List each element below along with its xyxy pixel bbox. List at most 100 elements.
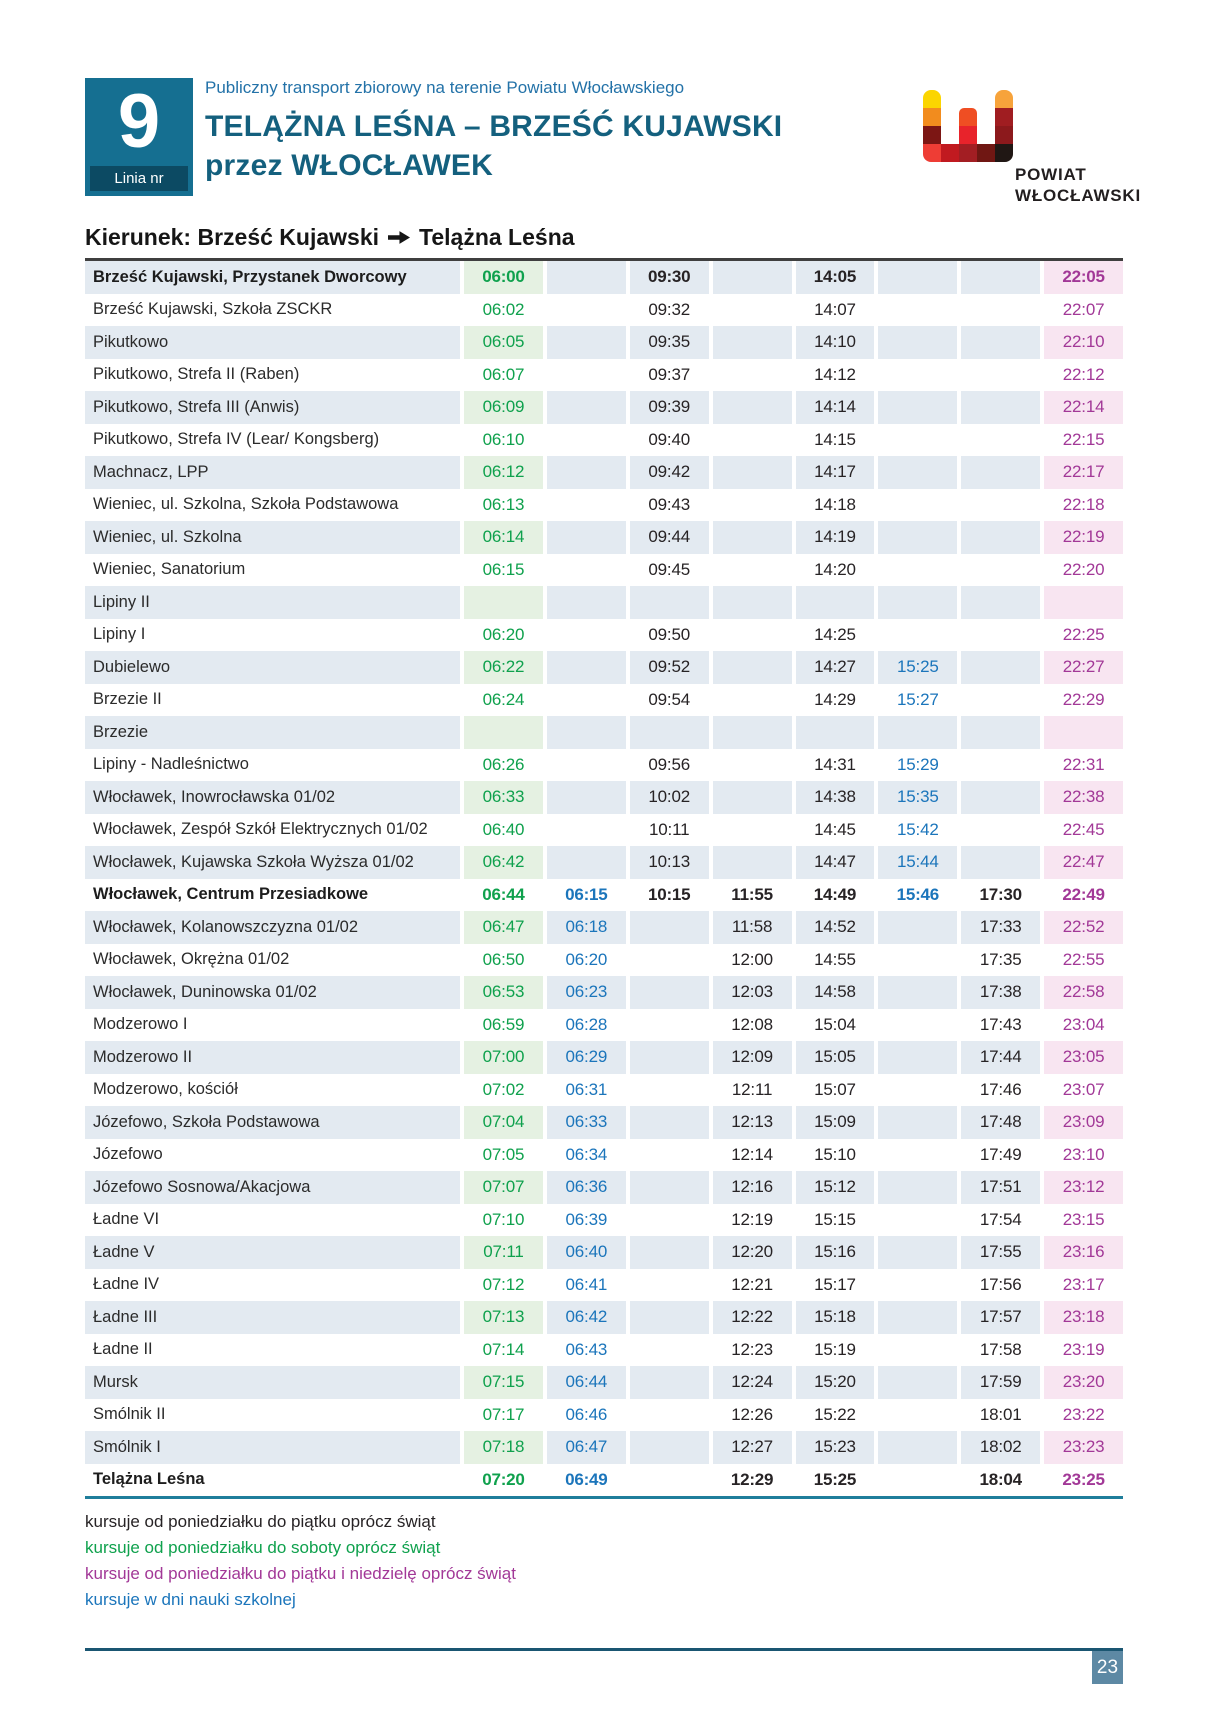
- time-cell: [961, 359, 1040, 392]
- time-cell: [629, 586, 709, 619]
- time-cell: [961, 684, 1040, 717]
- time-cell: 14:25: [814, 624, 856, 644]
- time-cell: [546, 846, 626, 879]
- time-cell: [464, 716, 543, 749]
- time-cell: [878, 1399, 957, 1432]
- timetable-row: Ładne VI 07:10 06:39 12:19 15:15 17:54 23:15: [85, 1204, 1123, 1237]
- time-cell: [547, 684, 626, 717]
- time-cell: [712, 781, 792, 814]
- time-cell: [630, 1009, 709, 1042]
- powiat-logo-cell: [995, 90, 1013, 108]
- time-cell: 17:59: [961, 1366, 1041, 1399]
- header: 9 Linia nr Publiczny transport zbiorowy …: [85, 78, 1140, 208]
- time-cell: [630, 1074, 709, 1107]
- time-cell: 15:05: [795, 1041, 875, 1074]
- time-cell: [878, 261, 958, 294]
- timetable-row: Machnacz, LPP 06:12 09:42 14:17 22:17: [85, 456, 1123, 489]
- time-cell: 07:15: [464, 1366, 543, 1399]
- time-cell: 12:11: [731, 1079, 773, 1099]
- time-cell: [795, 716, 875, 749]
- time-cell: 06:40: [546, 1236, 626, 1269]
- time-cell: 22:47: [1044, 846, 1123, 879]
- time-cell: 15:20: [795, 1366, 875, 1399]
- time-cell: [878, 1236, 958, 1269]
- time-cell: [713, 814, 792, 847]
- time-cell: [629, 1236, 709, 1269]
- stop-name-cell: Pikutkowo: [85, 326, 460, 359]
- time-cell: [713, 359, 792, 392]
- time-cell: 14:52: [795, 911, 875, 944]
- line-number-badge: 9 Linia nr: [85, 78, 193, 196]
- time-cell: 17:38: [961, 976, 1041, 1009]
- time-cell: [630, 1269, 709, 1302]
- time-cell: 06:39: [565, 1209, 608, 1229]
- time-cell: 23:10: [1062, 1144, 1105, 1164]
- time-cell: 06:00: [464, 261, 543, 294]
- time-cell: 23:20: [1044, 1366, 1123, 1399]
- timetable-row: Telążna Leśna 07:20 06:49 12:29 15:25 18:04 23…: [85, 1464, 1123, 1497]
- stop-name-cell: Dubielewo: [85, 651, 460, 684]
- legend-item: kursuje od poniedziałku do piątku oprócz…: [85, 1512, 436, 1531]
- time-cell: 06:09: [464, 391, 543, 424]
- direction-from: Kierunek: Brześć Kujawski: [85, 224, 380, 250]
- time-cell: [961, 391, 1041, 424]
- time-cell: [546, 391, 626, 424]
- stop-name-cell: Mursk: [85, 1366, 460, 1399]
- time-cell: 09:52: [629, 651, 709, 684]
- time-cell: [878, 391, 958, 424]
- time-cell: 14:18: [814, 494, 856, 514]
- time-cell: 12:14: [731, 1144, 773, 1164]
- time-cell: 15:18: [795, 1301, 875, 1334]
- time-cell: [878, 554, 957, 587]
- stop-name-cell: Włocławek, Centrum Przesiadkowe: [93, 885, 369, 904]
- timetable-row: Włocławek, Okrężna 01/02 06:50 06:20 12:00 1…: [85, 944, 1123, 977]
- time-cell: 06:24: [482, 689, 525, 709]
- time-cell: 07:11: [464, 1236, 543, 1269]
- time-cell: 07:02: [482, 1079, 525, 1099]
- time-cell: [629, 716, 709, 749]
- time-cell: 06:42: [546, 1301, 626, 1334]
- page-title-line2: przez WŁOCŁAWEK: [205, 149, 493, 182]
- time-cell: 23:15: [1062, 1209, 1105, 1229]
- time-cell: 23:19: [1062, 1339, 1105, 1359]
- time-cell: [547, 749, 626, 782]
- legend: kursuje od poniedziałku do piątku oprócz…: [85, 1509, 516, 1613]
- timetable-row: Włocławek, Zespół Szkół Elektrycznych 01…: [85, 814, 1123, 847]
- timetable-row: Modzerowo, kościół 07:02 06:31 12:11 15:07 17…: [85, 1074, 1123, 1107]
- time-cell: [713, 424, 792, 457]
- legend-item: kursuje w dni nauki szkolnej: [85, 1590, 296, 1609]
- time-cell: [878, 1334, 957, 1367]
- time-cell: [961, 749, 1040, 782]
- stop-name-cell: Józefowo: [93, 1145, 163, 1164]
- time-cell: 22:49: [1062, 884, 1105, 904]
- time-cell: 07:00: [464, 1041, 543, 1074]
- time-cell: 07:20: [482, 1469, 525, 1489]
- time-cell: 23:23: [1044, 1431, 1123, 1464]
- time-cell: [961, 326, 1041, 359]
- time-cell: 06:47: [546, 1431, 626, 1464]
- time-cell: [713, 489, 792, 522]
- time-cell: 17:33: [961, 911, 1041, 944]
- time-cell: 22:14: [1044, 391, 1123, 424]
- time-cell: 17:58: [979, 1339, 1022, 1359]
- stop-name-cell: Ładne V: [85, 1236, 460, 1269]
- time-cell: [547, 489, 626, 522]
- time-cell: [961, 814, 1040, 847]
- timetable-row: Ładne IV 07:12 06:41 12:21 15:17 17:56 23:17: [85, 1269, 1123, 1302]
- time-cell: [961, 716, 1041, 749]
- timetable-row: Brzezie: [85, 716, 1123, 749]
- time-cell: 17:30: [979, 884, 1022, 904]
- time-cell: 09:45: [648, 559, 690, 579]
- time-cell: 06:50: [482, 949, 525, 969]
- time-cell: [961, 456, 1041, 489]
- time-cell: 22:25: [1062, 624, 1105, 644]
- time-cell: [878, 1171, 958, 1204]
- time-cell: [713, 619, 792, 652]
- time-cell: 12:09: [712, 1041, 792, 1074]
- stop-name-cell: Lipiny II: [85, 586, 460, 619]
- timetable-row: Włocławek, Kujawska Szkoła Wyższa 01/02 0…: [85, 846, 1123, 879]
- time-cell: 17:49: [979, 1144, 1022, 1164]
- time-cell: [878, 326, 958, 359]
- time-cell: [546, 781, 626, 814]
- time-cell: [878, 586, 958, 619]
